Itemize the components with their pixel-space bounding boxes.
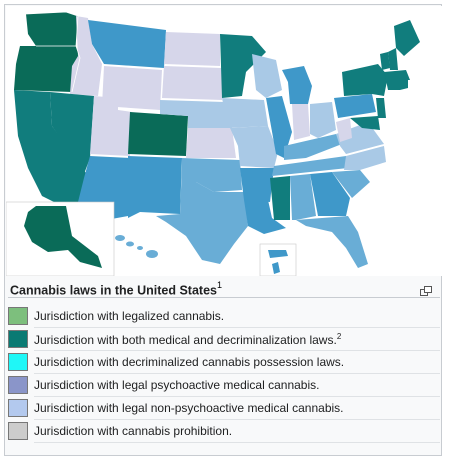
legend-label: Jurisdiction with decriminalized cannabi… <box>34 355 345 369</box>
state-west-virginia <box>336 118 352 142</box>
state-pennsylvania <box>334 94 376 118</box>
state-kentucky <box>284 134 342 160</box>
state-washington <box>26 12 78 46</box>
legend-item-non-psychoactive-medical: Jurisdiction with legal non-psychoactive… <box>8 397 440 420</box>
state-new-mexico <box>128 156 182 218</box>
caption-footnote[interactable]: 1 <box>217 280 223 290</box>
us-map-svg <box>6 6 442 276</box>
us-cannabis-map[interactable] <box>6 6 442 276</box>
state-connecticut <box>386 80 400 90</box>
state-louisiana <box>244 200 286 234</box>
state-florida <box>296 216 368 268</box>
state-nebraska <box>160 100 232 128</box>
legend-item-decriminalized: Jurisdiction with decriminalized cannabi… <box>8 351 440 374</box>
state-oklahoma <box>182 158 242 192</box>
legend-label: Jurisdiction with both medical and decri… <box>34 331 342 347</box>
legend-label: Jurisdiction with legal non-psychoactive… <box>34 401 344 415</box>
legend-label: Jurisdiction with cannabis prohibition. <box>34 424 233 438</box>
state-indiana <box>292 104 310 140</box>
state-hawaii <box>115 235 158 258</box>
state-georgia <box>310 172 350 216</box>
state-michigan <box>282 66 312 104</box>
state-texas <box>156 166 248 264</box>
state-illinois <box>266 96 292 158</box>
legend-item-medical-decrim: Jurisdiction with both medical and decri… <box>8 328 440 351</box>
state-utah <box>90 96 132 156</box>
state-minnesota <box>220 34 266 98</box>
legend-label: Jurisdiction with legal psychoactive med… <box>34 378 320 392</box>
state-alabama <box>290 174 316 220</box>
state-new-jersey <box>376 98 386 118</box>
state-colorado <box>128 112 188 156</box>
state-ohio <box>310 102 336 138</box>
legend-swatch-decriminalized <box>8 353 28 371</box>
state-oregon <box>14 46 80 92</box>
state-south-dakota <box>162 66 222 100</box>
state-iowa <box>222 98 268 128</box>
state-tennessee <box>272 156 348 176</box>
state-maryland <box>350 116 380 130</box>
state-kansas <box>186 128 236 158</box>
legend-swatch-legalized <box>8 307 28 325</box>
legend-swatch-psychoactive-medical <box>8 376 28 394</box>
state-rhode-island <box>400 80 408 90</box>
state-vermont <box>380 52 390 70</box>
state-california <box>14 90 88 206</box>
state-nevada <box>50 92 94 174</box>
state-new-hampshire <box>388 48 398 70</box>
legend-swatch-prohibition <box>8 422 28 440</box>
territory-guam <box>272 262 280 274</box>
state-south-carolina <box>332 170 370 198</box>
map-legend: Jurisdiction with legalized cannabis. Ju… <box>8 305 440 443</box>
legend-swatch-non-psychoactive-medical <box>8 399 28 417</box>
state-arkansas <box>240 168 274 202</box>
state-maine <box>394 20 420 56</box>
legend-swatch-medical-decrim <box>8 330 28 348</box>
state-wisconsin <box>252 54 282 98</box>
state-mississippi <box>270 176 290 220</box>
legend-item-legalized: Jurisdiction with legalized cannabis. <box>8 305 440 328</box>
caption-divider <box>8 297 440 298</box>
legend-item-prohibition: Jurisdiction with cannabis prohibition. <box>8 420 440 443</box>
legend-label: Jurisdiction with legalized cannabis. <box>34 309 225 323</box>
state-idaho <box>70 16 102 96</box>
caption-title: Cannabis laws in the United States <box>10 283 217 298</box>
state-missouri <box>230 126 278 168</box>
state-massachusetts <box>384 70 410 80</box>
map-caption: Cannabis laws in the United States1 <box>10 280 438 300</box>
enlarge-icon[interactable] <box>420 283 432 296</box>
territory-puerto-rico <box>268 250 288 258</box>
state-alaska <box>24 206 102 268</box>
state-north-carolina <box>344 146 386 170</box>
legend-item-psychoactive-medical: Jurisdiction with legal psychoactive med… <box>8 374 440 397</box>
state-montana <box>88 20 166 68</box>
state-north-dakota <box>164 32 220 66</box>
state-new-york <box>342 64 388 96</box>
legend-footnote[interactable]: 2 <box>336 331 342 341</box>
